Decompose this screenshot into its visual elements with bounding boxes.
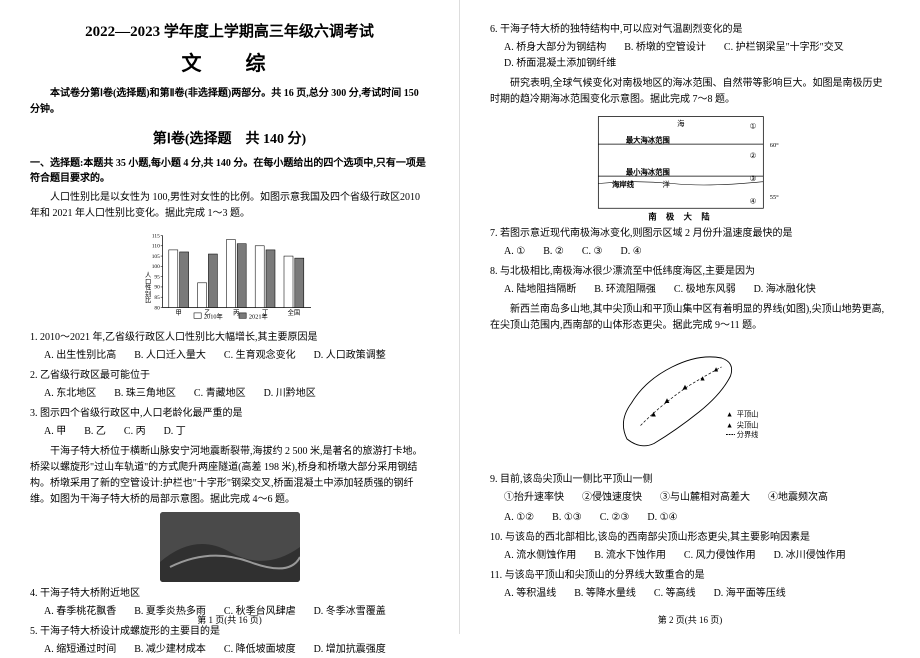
svg-text:115: 115 (151, 233, 159, 239)
q3-opts: A. 甲B. 乙C. 丙D. 丁 (44, 424, 429, 440)
exam-title: 2022—2023 学年度上学期高三年级六调考试 (30, 20, 429, 41)
bar-chart: 人口性别比 80859095100105110115 甲乙丙丁全国 2010年 … (140, 226, 320, 326)
page-2: 6. 干海子特大桥的独特结构中,可以应对气温剧烈变化的是 A. 桥身大部分为钢结… (460, 0, 920, 634)
svg-text:2021年: 2021年 (248, 311, 267, 320)
q10-opts: A. 流水侧蚀作用B. 流水下蚀作用C. 风力侵蚀作用D. 冰川侵蚀作用 (504, 548, 890, 564)
q6-stem: 6. 干海子特大桥的独特结构中,可以应对气温剧烈变化的是 (490, 22, 890, 38)
q11-opts: A. 等积温线B. 等降水量线C. 等高线D. 海平面等压线 (504, 586, 890, 602)
svg-text:95: 95 (154, 274, 160, 280)
q1-opts: A. 出生性别比高B. 人口迁入量大C. 生育观念变化D. 人口政策调整 (44, 348, 429, 364)
q11-stem: 11. 与该岛平顶山和尖顶山的分界线大致重合的是 (490, 568, 890, 584)
section-heading: 一、选择题:本题共 35 小题,每小题 4 分,共 140 分。在每小题给出的四… (30, 156, 429, 186)
page-1: 2022—2023 学年度上学期高三年级六调考试 文 综 本试卷分第Ⅰ卷(选择题… (0, 0, 460, 634)
svg-text:55°: 55° (770, 194, 779, 201)
q8-stem: 8. 与北极相比,南极海冰很少漂流至中低纬度海区,主要是因为 (490, 264, 890, 280)
footer-1: 第 1 页(共 16 页) (0, 613, 459, 626)
q5-stem: 5. 干海子特大桥设计成螺旋形的主要目的是 (30, 624, 429, 640)
section-title: 第Ⅰ卷(选择题 共 140 分) (30, 128, 429, 148)
svg-text:平顶山: 平顶山 (737, 410, 759, 419)
q6-opts: A. 桥身大部分为钢结构B. 桥墩的空管设计C. 护栏钢梁呈"十字形"交叉D. … (504, 40, 890, 72)
svg-text:▲: ▲ (726, 421, 733, 429)
q4-stem: 4. 干海子特大桥附近地区 (30, 586, 429, 602)
q9-choices: A. ①②B. ①③C. ②③D. ①④ (504, 510, 890, 526)
svg-text:丙: 丙 (233, 309, 239, 317)
q7-stem: 7. 若图示意近现代南极海冰变化,则图示区域 2 月份升温速度最快的是 (490, 226, 890, 242)
sea-ice-diagram: 海 最大海冰范围 最小海冰范围 海岸线 洋 ① ② ③ ④ 60° 55° 南 … (580, 112, 800, 222)
q9-statements: ①抬升速率快②侵蚀速度快③与山麓相对高差大④地震频次高 (504, 490, 890, 506)
svg-text:③: ③ (750, 174, 757, 183)
svg-text:▲: ▲ (699, 375, 706, 383)
svg-text:尖顶山: 尖顶山 (737, 420, 759, 429)
q5-opts: A. 缩短通过时间B. 减少建材成本C. 降低坡面坡度D. 增加抗震强度 (44, 642, 429, 658)
svg-text:最小海冰范围: 最小海冰范围 (626, 167, 670, 176)
svg-text:▲: ▲ (663, 396, 671, 405)
svg-text:▲: ▲ (650, 410, 658, 419)
q2-opts: A. 东北地区B. 珠三角地区C. 青藏地区D. 川黔地区 (44, 386, 429, 402)
svg-text:海: 海 (677, 119, 685, 128)
q1-stem: 1. 2010～2021 年,乙省级行政区人口性别比大幅增长,其主要原因是 (30, 330, 429, 346)
svg-text:南 极 大 陆: 南 极 大 陆 (648, 211, 713, 221)
svg-text:85: 85 (154, 295, 160, 301)
q7-opts: A. ①B. ②C. ③D. ④ (504, 244, 890, 260)
q2-stem: 2. 乙省级行政区最可能位于 (30, 368, 429, 384)
exam-subject: 文 综 (30, 47, 429, 76)
passage-2: 干海子特大桥位于横断山脉安宁河地震断裂带,海拔约 2 500 米,是著名的旅游打… (30, 444, 429, 508)
svg-text:甲: 甲 (175, 309, 181, 317)
svg-text:④: ④ (750, 197, 757, 206)
bridge-photo (160, 512, 300, 582)
passage-1: 人口性别比是以女性为 100,男性对女性的比例。如图示意我国及四个省级行政区20… (30, 190, 429, 222)
svg-text:分界线: 分界线 (737, 430, 759, 439)
svg-text:100: 100 (151, 264, 159, 270)
svg-text:①: ① (750, 122, 757, 131)
q8-opts: A. 陆地阻挡隔断B. 环流阻隔强C. 极地东风弱D. 海冰融化快 (504, 282, 890, 298)
svg-text:▲: ▲ (681, 383, 689, 392)
passage-4: 新西兰南岛多山地,其中尖顶山和平顶山集中区有着明显的界线(如图),尖顶山地势更高… (490, 302, 890, 334)
svg-text:▲: ▲ (713, 366, 720, 374)
svg-text:110: 110 (151, 244, 159, 250)
svg-text:80: 80 (154, 305, 160, 311)
svg-text:最大海冰范围: 最大海冰范围 (626, 135, 670, 144)
svg-text:全国: 全国 (287, 308, 300, 317)
svg-text:②: ② (750, 151, 757, 160)
nz-map: ▲ ▲ ▲ ▲ ▲ ▲ 平顶山 ▲ 尖顶山 分界线 (600, 338, 780, 468)
svg-text:洋: 洋 (663, 180, 671, 189)
q10-stem: 10. 与该岛的西北部相比,该岛的西南部尖顶山形态更尖,其主要影响因素是 (490, 530, 890, 546)
svg-text:90: 90 (154, 285, 160, 291)
svg-text:2010年: 2010年 (203, 311, 222, 320)
q9-stem: 9. 目前,该岛尖顶山一侧比平顶山一侧 (490, 472, 890, 488)
exam-intro: 本试卷分第Ⅰ卷(选择题)和第Ⅱ卷(非选择题)两部分。共 16 页,总分 300 … (30, 86, 429, 118)
svg-text:人口性别比: 人口性别比 (143, 271, 150, 304)
svg-text:▲: ▲ (726, 411, 733, 419)
q3-stem: 3. 图示四个省级行政区中,人口老龄化最严重的是 (30, 406, 429, 422)
footer-2: 第 2 页(共 16 页) (460, 613, 920, 626)
svg-text:60°: 60° (770, 142, 779, 149)
svg-text:105: 105 (151, 254, 159, 260)
passage-3: 研究表明,全球气候变化对南极地区的海冰范围、自然带等影响巨大。如图是南极历史时期… (490, 76, 890, 108)
